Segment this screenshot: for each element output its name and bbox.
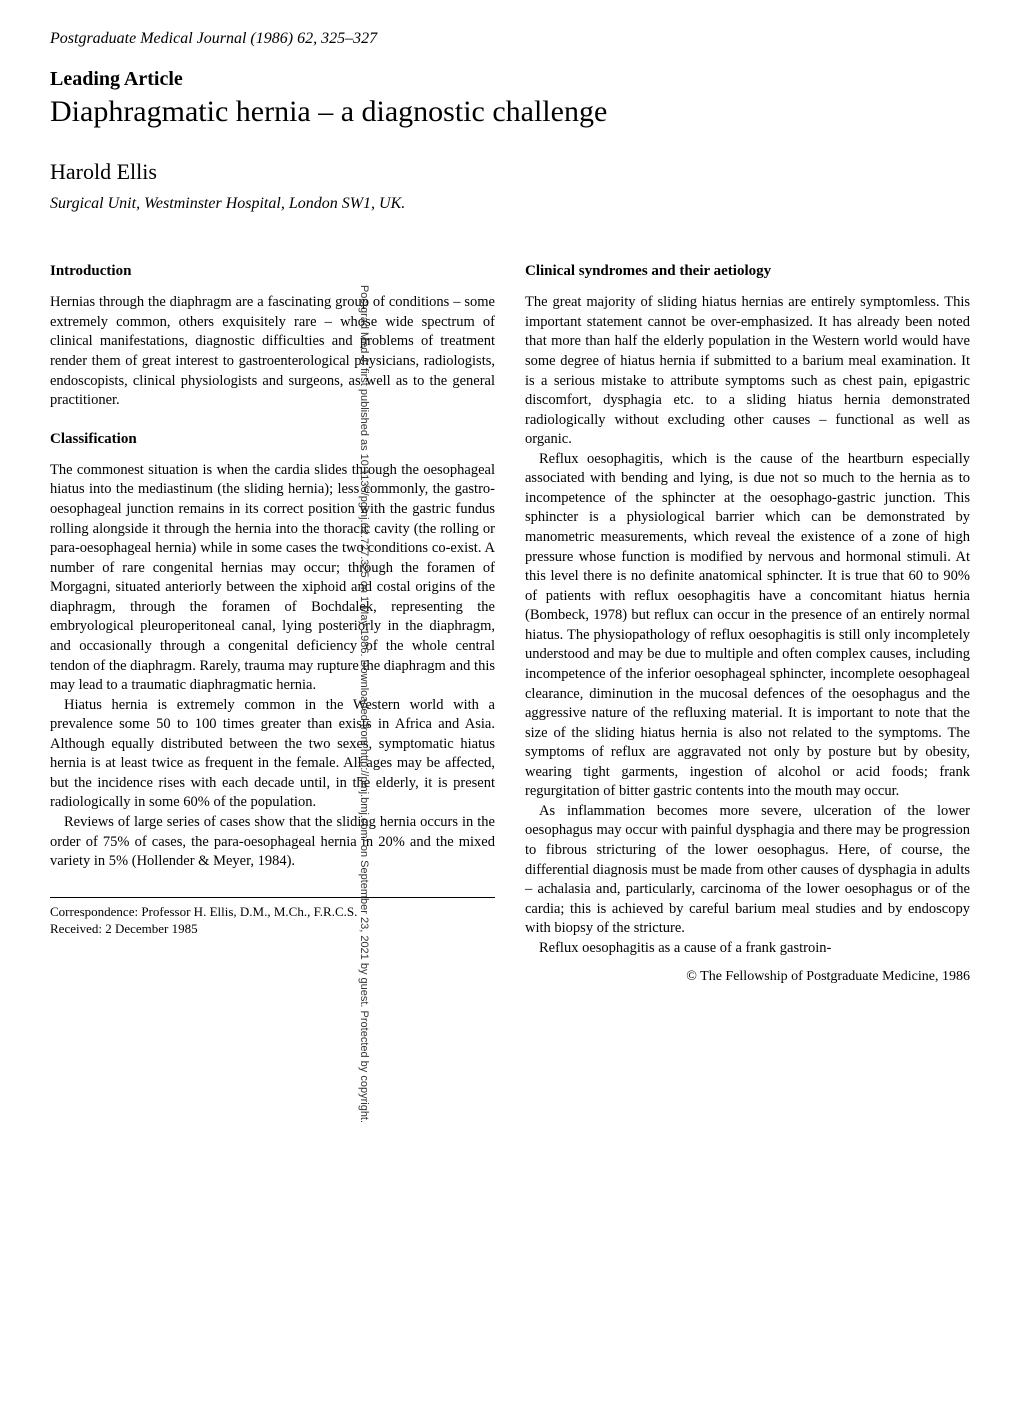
clinical-para-1: The great majority of sliding hiatus her… xyxy=(525,293,970,450)
classification-heading: Classification xyxy=(50,429,495,449)
introduction-heading: Introduction xyxy=(50,261,495,281)
sidebar-citation: Postgrad Med J: first published as 10.11… xyxy=(358,54,370,1354)
content-columns: Introduction Hernias through the diaphra… xyxy=(50,243,970,987)
clinical-para-4: Reflux oesophagitis as a cause of a fran… xyxy=(525,939,970,959)
right-column: Clinical syndromes and their aetiology T… xyxy=(525,243,970,987)
author-affiliation: Surgical Unit, Westminster Hospital, Lon… xyxy=(50,195,970,213)
clinical-heading: Clinical syndromes and their aetiology xyxy=(525,261,970,281)
classification-para-1: The commonest situation is when the card… xyxy=(50,461,495,696)
classification-para-2: Hiatus hernia is extremely common in the… xyxy=(50,696,495,813)
article-title: Diaphragmatic hernia – a diagnostic chal… xyxy=(50,95,970,129)
journal-header: Postgraduate Medical Journal (1986) 62, … xyxy=(50,30,970,48)
classification-para-3: Reviews of large series of cases show th… xyxy=(50,813,495,872)
introduction-text: Hernias through the diaphragm are a fasc… xyxy=(50,293,495,410)
article-type: Leading Article xyxy=(50,68,970,91)
left-column: Introduction Hernias through the diaphra… xyxy=(50,243,495,987)
correspondence-divider xyxy=(50,897,495,898)
clinical-para-2: Reflux oesophagitis, which is the cause … xyxy=(525,450,970,802)
correspondence-line-1: Correspondence: Professor H. Ellis, D.M.… xyxy=(50,903,495,921)
author-name: Harold Ellis xyxy=(50,159,970,185)
copyright-notice: © The Fellowship of Postgraduate Medicin… xyxy=(525,968,970,987)
clinical-para-3: As inflammation becomes more severe, ulc… xyxy=(525,802,970,939)
correspondence-line-2: Received: 2 December 1985 xyxy=(50,920,495,938)
